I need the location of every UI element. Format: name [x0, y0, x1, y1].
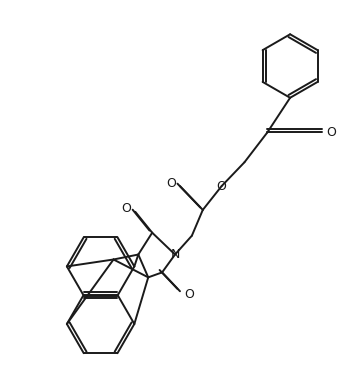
- Text: O: O: [166, 177, 176, 190]
- Text: O: O: [217, 179, 227, 193]
- Text: O: O: [184, 288, 194, 301]
- Text: O: O: [326, 126, 336, 139]
- Text: N: N: [170, 248, 180, 261]
- Text: O: O: [121, 203, 131, 215]
